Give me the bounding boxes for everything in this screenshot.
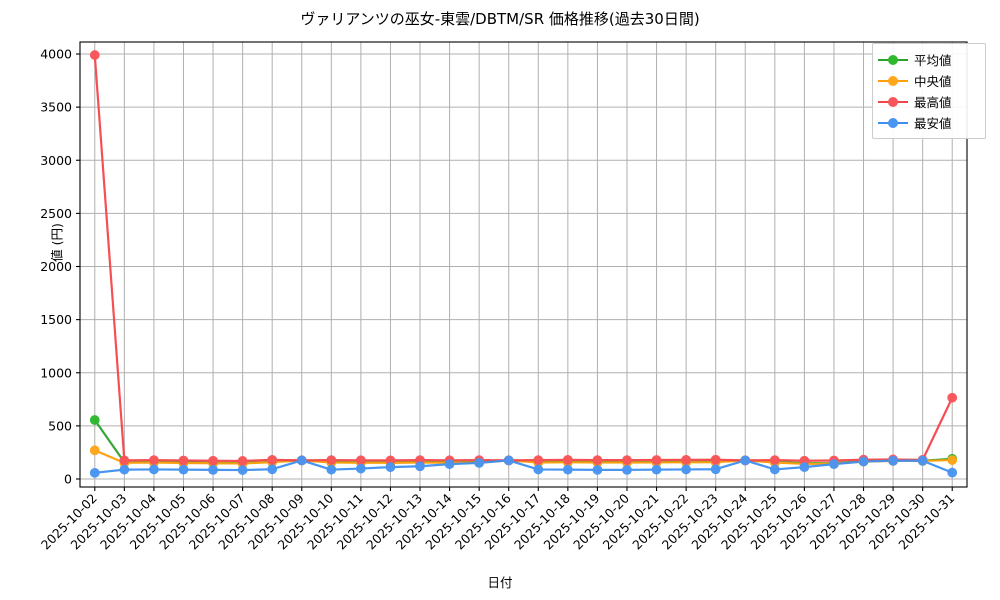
svg-text:1500: 1500 [40,312,72,327]
legend-swatch-min [878,117,908,129]
legend-label-average: 平均値 [914,53,952,68]
svg-text:2500: 2500 [40,206,72,221]
legend-item-average: 平均値 [878,49,979,70]
svg-text:3000: 3000 [40,153,72,168]
legend-label-median: 中央値 [914,74,952,89]
svg-text:3500: 3500 [40,100,72,115]
svg-text:500: 500 [48,418,72,433]
x-axis-ticks: 2025-10-022025-10-032025-10-042025-10-05… [38,487,957,552]
svg-text:0: 0 [64,472,72,487]
svg-text:1000: 1000 [40,365,72,380]
y-axis-ticks: 0 500 1000 1500 2000 2500 3000 3500 4000 [40,47,80,487]
data-series-lines [89,50,958,478]
legend-label-max: 最高値 [914,95,952,110]
legend-label-min: 最安値 [914,116,952,131]
legend-swatch-median [878,75,908,87]
legend-swatch-max [878,96,908,108]
legend-swatch-average [878,54,908,66]
grid-lines [80,42,967,487]
chart-title: ヴァリアンツの巫女-東雲/DBTM/SR 価格推移(過去30日間) [300,10,700,28]
plot-frame [79,41,968,488]
legend-item-max: 最高値 [878,91,979,112]
legend-item-min: 最安値 [878,112,979,133]
x-axis-label: 日付 [487,575,513,590]
svg-text:2000: 2000 [40,259,72,274]
legend-item-median: 中央値 [878,70,979,91]
svg-text:4000: 4000 [40,47,72,62]
chart-legend: 平均値 中央値 最高値 最安値 [872,43,986,139]
